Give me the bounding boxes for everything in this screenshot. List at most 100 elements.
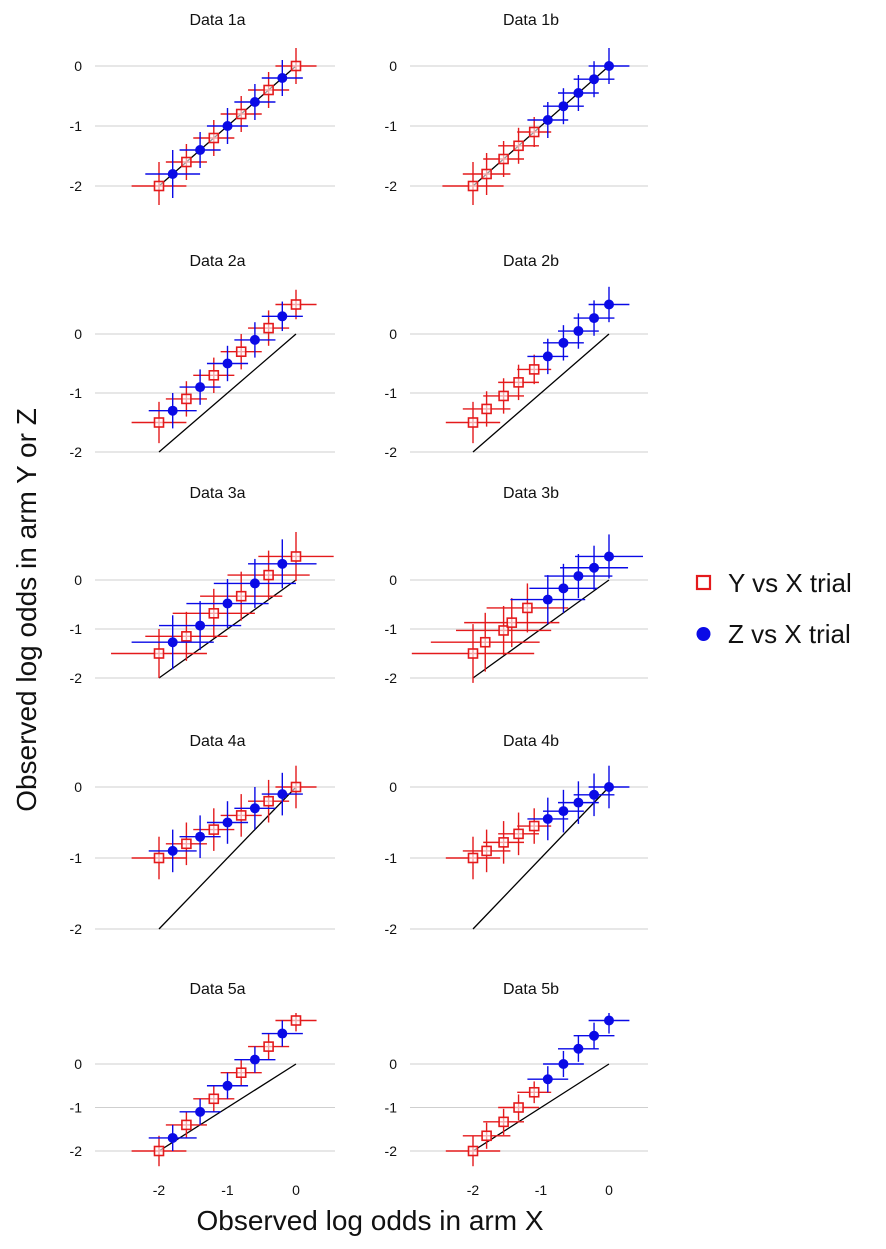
data-point-square: [290, 60, 302, 72]
data-point-square: [513, 1102, 524, 1113]
data-point-square: [513, 828, 524, 840]
data-point-circle: [558, 1059, 569, 1069]
series-z-vs-x: [527, 765, 630, 841]
panel-title: Data 1a: [189, 12, 245, 29]
data-point-circle: [277, 311, 288, 322]
data-point-circle: [277, 558, 288, 569]
y-tick-label: 0: [74, 58, 82, 74]
y-tick-label: -2: [70, 921, 83, 937]
data-point-square: [498, 390, 509, 402]
y-tick-label: -1: [385, 1100, 398, 1116]
y-tick-label: -1: [385, 850, 398, 866]
data-point-square: [235, 108, 247, 120]
legend-circle-marker: [696, 627, 711, 641]
data-point-square: [528, 820, 540, 832]
series-z-vs-x: [527, 1013, 630, 1093]
data-point-square: [498, 837, 509, 848]
data-point-square: [235, 590, 247, 602]
data-point-circle: [167, 169, 178, 179]
series-z-vs-x: [145, 60, 303, 198]
data-point-square: [153, 180, 165, 192]
data-point-square: [181, 1119, 192, 1131]
series-y-vs-x: [111, 531, 334, 678]
data-point-square: [208, 132, 220, 144]
data-point-square: [153, 648, 165, 659]
data-point-circle: [589, 74, 600, 85]
series-y-vs-x: [445, 1081, 552, 1167]
data-point-square: [513, 377, 524, 388]
data-point-circle: [589, 789, 600, 800]
data-point-square: [263, 322, 274, 334]
series-y-vs-x: [411, 583, 569, 683]
y-tick-label: -2: [385, 178, 398, 194]
series-z-vs-x: [148, 772, 303, 873]
data-point-circle: [195, 382, 206, 393]
data-point-circle: [195, 831, 206, 842]
reference-line: [158, 333, 297, 453]
series-y-vs-x: [445, 354, 552, 444]
data-point-square: [208, 608, 220, 619]
data-point-circle: [573, 1043, 584, 1054]
data-point-square: [498, 625, 509, 636]
data-point-circle: [558, 101, 569, 112]
data-point-circle: [589, 1030, 600, 1041]
y-tick-label: -1: [385, 118, 398, 134]
data-point-circle: [167, 637, 178, 648]
data-point-circle: [222, 1080, 233, 1091]
data-point-circle: [558, 583, 569, 594]
data-point-square: [481, 403, 492, 415]
x-tick-label: -2: [153, 1182, 166, 1198]
data-point-circle: [573, 326, 584, 337]
data-point-circle: [222, 598, 233, 609]
series-y-vs-x: [442, 117, 552, 205]
x-tick-label: -1: [221, 1182, 234, 1198]
data-point-square: [290, 299, 302, 310]
data-point-circle: [195, 620, 206, 631]
data-point-square: [153, 1145, 165, 1157]
y-tick-label: -2: [70, 1143, 83, 1159]
data-point-square: [235, 810, 247, 821]
data-point-square: [290, 551, 302, 562]
data-point-circle: [277, 1028, 288, 1039]
data-point-square: [208, 1093, 220, 1105]
x-tick-label: 0: [292, 1182, 300, 1198]
legend-square-marker: [695, 574, 712, 591]
panel-data-3a: Data 3a -2 -1 0: [70, 485, 335, 686]
plot-area: [131, 765, 317, 930]
data-point-square: [181, 631, 192, 642]
panel-title: Data 3a: [189, 485, 245, 502]
data-point-square: [263, 569, 274, 581]
data-point-circle: [167, 405, 178, 416]
data-point-circle: [195, 145, 206, 155]
data-point-square: [153, 417, 165, 428]
y-tick-label: 0: [389, 779, 397, 795]
series-z-vs-x: [148, 301, 303, 429]
data-point-square: [481, 845, 492, 857]
panel-title: Data 4a: [189, 733, 245, 750]
data-point-square: [263, 1041, 274, 1052]
plot-area: [111, 531, 334, 679]
data-point-circle: [604, 551, 614, 562]
x-tick-label: 0: [605, 1182, 613, 1198]
data-point-circle: [589, 313, 600, 324]
data-point-square: [467, 417, 479, 428]
panel-data-4b: Data 4b -2 -1 0: [385, 733, 648, 937]
y-tick-label: 0: [74, 572, 82, 588]
data-point-square: [481, 168, 492, 180]
panel-title: Data 2a: [189, 253, 245, 270]
panel-title: Data 4b: [503, 733, 559, 750]
data-point-square: [181, 156, 192, 168]
plot-area: [131, 1013, 317, 1167]
data-point-square: [290, 1015, 302, 1026]
panel-title: Data 5b: [503, 981, 559, 998]
y-tick-label: -2: [385, 921, 398, 937]
data-point-square: [263, 84, 274, 96]
series-z-vs-x: [148, 1020, 303, 1151]
data-point-circle: [195, 1106, 206, 1117]
panel-data-5b: Data 5b -2 -1 0 -2 -1 0: [385, 981, 648, 1198]
y-tick-label: 0: [74, 326, 82, 342]
series-z-vs-x: [131, 539, 317, 670]
data-point-square: [208, 824, 220, 835]
data-point-circle: [249, 97, 260, 107]
